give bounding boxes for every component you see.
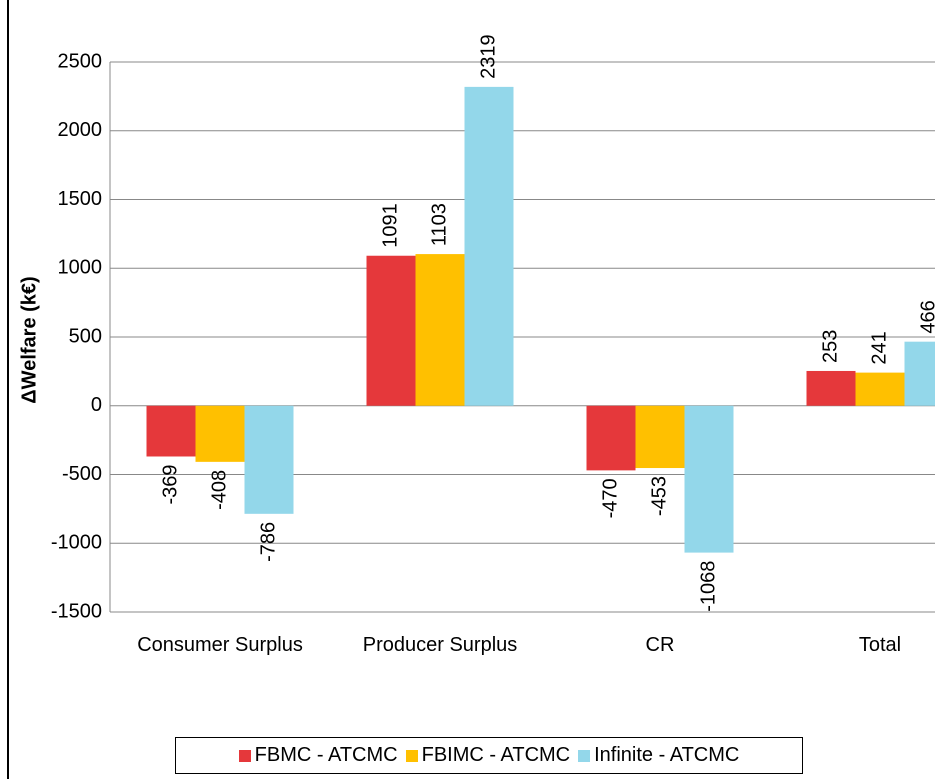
- data-label: 1091: [379, 203, 401, 248]
- legend-item: Infinite - ATCMC: [578, 744, 739, 767]
- legend-label: FBIMC - ATCMC: [421, 744, 571, 766]
- data-label: 466: [917, 300, 935, 333]
- data-label: -369: [159, 464, 181, 504]
- bar: [366, 255, 416, 406]
- y-tick-label: 2000: [58, 119, 103, 141]
- legend: FBMC - ATCMC FBIMC - ATCMC Infinite - ATCM…: [175, 737, 803, 774]
- bar: [244, 405, 294, 514]
- y-tick-label: 2500: [58, 50, 103, 72]
- bar: [855, 372, 905, 406]
- data-label: -786: [257, 522, 279, 562]
- bar: [464, 86, 514, 406]
- bar: [904, 341, 935, 406]
- legend-label: FBMC - ATCMC: [254, 744, 398, 766]
- y-tick-label: -500: [62, 463, 102, 485]
- legend-swatch: [578, 749, 591, 762]
- y-axis-label: ΔWelfare (k€): [18, 276, 40, 403]
- legend-swatch: [238, 749, 251, 762]
- y-tick-label: -1500: [51, 600, 102, 622]
- bar: [195, 405, 245, 462]
- y-tick-label: 1500: [58, 188, 103, 210]
- legend-label: Infinite - ATCMC: [594, 744, 740, 766]
- bar: [586, 405, 636, 471]
- x-tick-label: CR: [645, 634, 675, 656]
- data-label: 241: [868, 331, 890, 364]
- bar: [635, 405, 685, 469]
- data-label: -453: [648, 476, 670, 516]
- data-label: -408: [208, 470, 230, 510]
- bar: [684, 405, 734, 553]
- data-label: -470: [599, 478, 621, 518]
- bar: [806, 370, 856, 406]
- data-label: 2319: [477, 34, 499, 79]
- y-tick-label: 0: [91, 394, 102, 416]
- legend-item: FBIMC - ATCMC: [405, 744, 571, 767]
- y-tick-label: 1000: [58, 257, 103, 279]
- x-tick-label: Total: [858, 634, 902, 656]
- data-label: 1103: [428, 203, 450, 246]
- y-tick-label: -1000: [51, 532, 102, 554]
- y-tick-label: 500: [69, 325, 102, 347]
- bar: [415, 254, 465, 406]
- data-label: -1068: [697, 561, 719, 612]
- legend-item: FBMC - ATCMC: [238, 744, 398, 767]
- x-tick-label: Producer Surplus: [362, 634, 518, 656]
- legend-swatch: [405, 749, 418, 762]
- x-tick-label: Consumer Surplus: [137, 634, 303, 656]
- data-label: 253: [819, 330, 841, 363]
- bar: [146, 405, 196, 457]
